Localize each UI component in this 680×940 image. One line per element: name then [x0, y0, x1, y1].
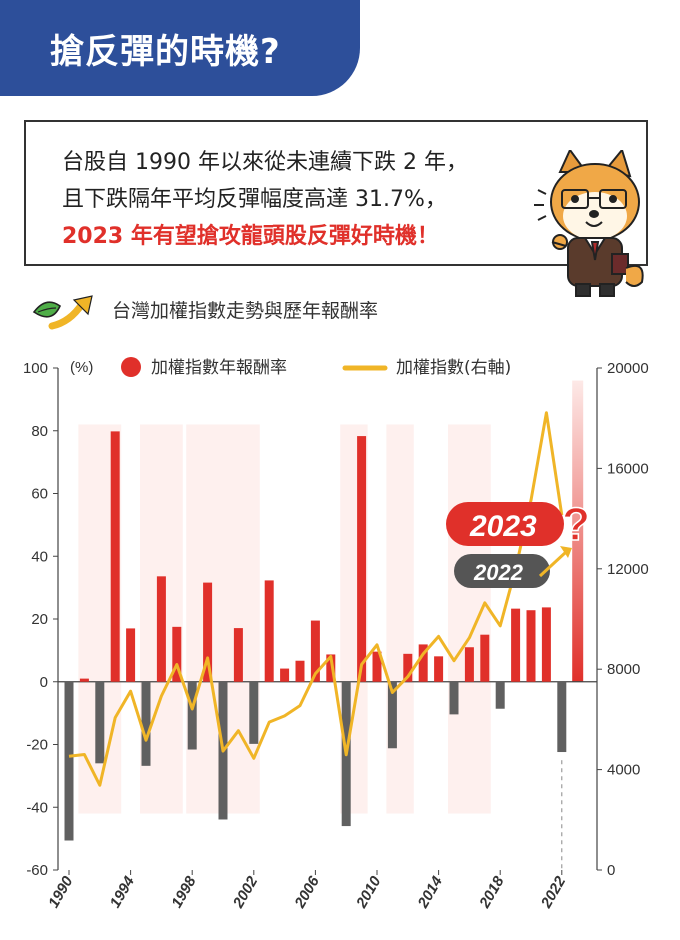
bar-2006	[310, 620, 320, 682]
badge-2022	[454, 554, 550, 588]
legend-bar-swatch	[121, 357, 141, 377]
x-tick-label-2014: 2014	[414, 873, 446, 912]
left-tick-label: 0	[40, 674, 48, 691]
left-tick-label: 20	[31, 611, 48, 628]
left-tick-label: 100	[23, 360, 48, 377]
badge-arrow-head	[560, 546, 572, 558]
bar-2021	[541, 607, 551, 682]
bar-2002	[249, 681, 259, 744]
badge-2023-label: 2023	[469, 510, 537, 543]
right-tick-label: 12000	[607, 561, 649, 578]
left-tick-label: -20	[26, 737, 48, 754]
x-tick-label-2010: 2010	[353, 873, 385, 912]
bar-2007	[326, 654, 336, 682]
bar-2004	[280, 668, 290, 682]
badge-arrow	[538, 550, 568, 578]
bar-2003	[264, 580, 274, 682]
bar-2023-projection	[572, 380, 584, 682]
bar-1995	[141, 681, 151, 766]
bar-2012	[403, 653, 413, 682]
bar-2010	[372, 651, 382, 682]
legend-bar-label: 加權指數年報酬率	[151, 358, 287, 378]
left-tick-label: 80	[31, 423, 48, 440]
left-axis-unit: (%)	[70, 359, 93, 376]
bar-2011	[387, 681, 397, 749]
bubble-line-3: 2023 年有望搶攻龍頭股反彈好時機！	[62, 224, 439, 249]
left-tick-label: 60	[31, 486, 48, 503]
bar-2014	[434, 656, 444, 682]
bar-2009	[357, 436, 367, 682]
index-line	[68, 411, 564, 787]
x-tick-label-1998: 1998	[168, 873, 200, 911]
badge-2022-label: 2022	[473, 560, 524, 585]
bar-2019	[511, 608, 521, 682]
bar-2018	[495, 681, 505, 709]
bar-1992	[95, 681, 105, 764]
bar-1996	[156, 576, 166, 682]
shiba-mascot-icon	[534, 150, 644, 297]
x-tick-label-2006: 2006	[291, 873, 323, 912]
legend-line-label: 加權指數(右軸)	[396, 358, 511, 378]
bar-2022	[557, 681, 567, 753]
page-title: 搶反彈的時機?	[50, 32, 281, 72]
bar-2005	[295, 660, 305, 682]
bubble-line-2: 且下跌隔年平均反彈幅度高達 31.7%，	[62, 187, 447, 212]
x-tick-label-2002: 2002	[229, 873, 261, 912]
bar-1998	[187, 681, 197, 750]
badge-2023	[446, 502, 564, 546]
bar-2013	[418, 644, 428, 682]
x-tick-label-2022: 2022	[537, 873, 569, 912]
bubble-line-1: 台股自 1990 年以來從未連續下跌 2 年，	[62, 150, 468, 175]
growth-arrow-icon	[32, 295, 93, 330]
x-tick-label-1990: 1990	[45, 873, 77, 911]
bar-1991	[79, 678, 89, 682]
bar-2001	[233, 628, 243, 682]
right-tick-label: 20000	[607, 360, 649, 377]
bar-2017	[480, 634, 490, 682]
question-mark-icon: ?	[562, 498, 590, 550]
bar-1993	[110, 431, 120, 682]
left-tick-label: -60	[26, 862, 48, 879]
bar-1994	[126, 628, 136, 682]
shade-band	[386, 424, 414, 814]
bar-2016	[464, 647, 474, 682]
shade-band	[448, 424, 491, 814]
bar-1990	[64, 681, 74, 841]
chart-title: 台灣加權指數走勢與歷年報酬率	[112, 300, 379, 322]
header-tab: 搶反彈的時機?	[0, 0, 360, 96]
x-tick-label-1994: 1994	[107, 873, 139, 911]
right-tick-label: 8000	[607, 661, 640, 678]
index-return-chart: 100 80 60 40 20 0 -20 -40 -60 20000 16000 12000 8000…	[23, 357, 649, 912]
left-tick-label: -40	[26, 799, 48, 816]
bar-2015	[449, 681, 459, 715]
bar-1997	[172, 626, 182, 682]
x-tick-label-2018: 2018	[476, 873, 508, 912]
left-tick-label: 40	[31, 548, 48, 565]
right-tick-label: 4000	[607, 762, 640, 779]
right-tick-label: 0	[607, 862, 615, 879]
bar-1999	[203, 582, 213, 682]
right-tick-label: 16000	[607, 460, 649, 477]
bar-2020	[526, 610, 536, 682]
